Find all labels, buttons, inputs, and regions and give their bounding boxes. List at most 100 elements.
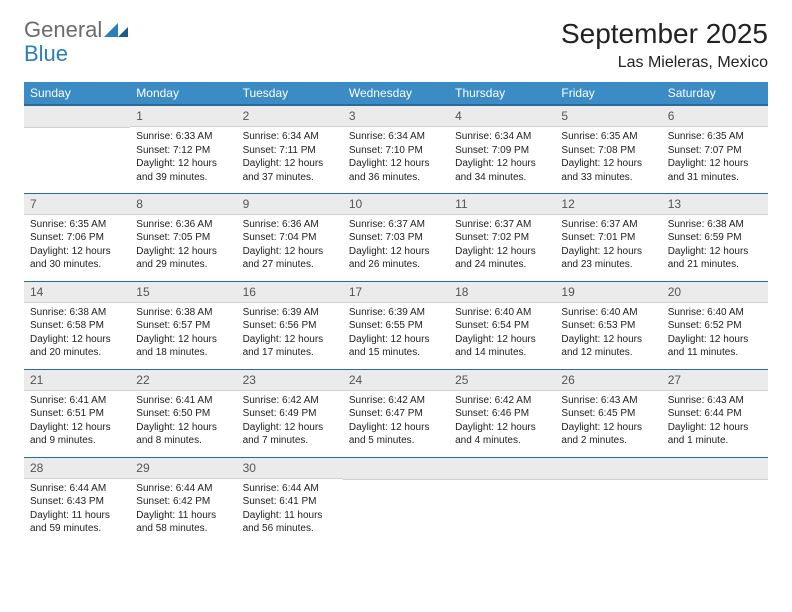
day-header: Wednesday (343, 82, 449, 105)
sunrise-text: Sunrise: 6:34 AM (455, 130, 549, 144)
sunset-text: Sunset: 7:03 PM (349, 231, 443, 245)
daylight-text: Daylight: 12 hours and 15 minutes. (349, 333, 443, 360)
sunrise-text: Sunrise: 6:43 AM (668, 394, 762, 408)
sunset-text: Sunset: 6:47 PM (349, 407, 443, 421)
daylight-text: Daylight: 12 hours and 12 minutes. (561, 333, 655, 360)
day-content: Sunrise: 6:39 AMSunset: 6:56 PMDaylight:… (237, 303, 343, 363)
location: Las Mieleras, Mexico (561, 54, 768, 72)
day-number: 20 (662, 282, 768, 303)
day-number: 25 (449, 370, 555, 391)
sunset-text: Sunset: 7:06 PM (30, 231, 124, 245)
day-number: 24 (343, 370, 449, 391)
day-content: Sunrise: 6:34 AMSunset: 7:09 PMDaylight:… (449, 127, 555, 187)
day-number: 11 (449, 194, 555, 215)
day-header: Saturday (662, 82, 768, 105)
day-cell: 7Sunrise: 6:35 AMSunset: 7:06 PMDaylight… (24, 193, 130, 281)
day-number: 4 (449, 106, 555, 127)
day-number: 10 (343, 194, 449, 215)
day-content: Sunrise: 6:41 AMSunset: 6:51 PMDaylight:… (24, 391, 130, 451)
sunset-text: Sunset: 7:12 PM (136, 144, 230, 158)
day-number: 23 (237, 370, 343, 391)
daylight-text: Daylight: 11 hours and 59 minutes. (30, 509, 124, 536)
sunset-text: Sunset: 6:41 PM (243, 495, 337, 509)
day-cell: 3Sunrise: 6:34 AMSunset: 7:10 PMDaylight… (343, 105, 449, 193)
day-cell: 17Sunrise: 6:39 AMSunset: 6:55 PMDayligh… (343, 281, 449, 369)
sunset-text: Sunset: 6:49 PM (243, 407, 337, 421)
empty-day-number (343, 458, 449, 480)
sunrise-text: Sunrise: 6:36 AM (136, 218, 230, 232)
sunrise-text: Sunrise: 6:37 AM (349, 218, 443, 232)
sunset-text: Sunset: 7:02 PM (455, 231, 549, 245)
daylight-text: Daylight: 12 hours and 21 minutes. (668, 245, 762, 272)
empty-day-number (449, 458, 555, 480)
day-content: Sunrise: 6:38 AMSunset: 6:58 PMDaylight:… (24, 303, 130, 363)
day-content: Sunrise: 6:38 AMSunset: 6:57 PMDaylight:… (130, 303, 236, 363)
daylight-text: Daylight: 12 hours and 37 minutes. (243, 157, 337, 184)
day-content: Sunrise: 6:43 AMSunset: 6:45 PMDaylight:… (555, 391, 661, 451)
daylight-text: Daylight: 12 hours and 11 minutes. (668, 333, 762, 360)
day-number: 15 (130, 282, 236, 303)
day-number: 6 (662, 106, 768, 127)
day-cell: 16Sunrise: 6:39 AMSunset: 6:56 PMDayligh… (237, 281, 343, 369)
day-content: Sunrise: 6:36 AMSunset: 7:04 PMDaylight:… (237, 215, 343, 275)
week-row: 7Sunrise: 6:35 AMSunset: 7:06 PMDaylight… (24, 193, 768, 281)
sunrise-text: Sunrise: 6:44 AM (30, 482, 124, 496)
week-row: 21Sunrise: 6:41 AMSunset: 6:51 PMDayligh… (24, 369, 768, 457)
sunrise-text: Sunrise: 6:39 AM (349, 306, 443, 320)
day-header: Tuesday (237, 82, 343, 105)
sunrise-text: Sunrise: 6:44 AM (243, 482, 337, 496)
day-content: Sunrise: 6:42 AMSunset: 6:46 PMDaylight:… (449, 391, 555, 451)
day-content: Sunrise: 6:43 AMSunset: 6:44 PMDaylight:… (662, 391, 768, 451)
daylight-text: Daylight: 12 hours and 26 minutes. (349, 245, 443, 272)
logo-general: General (24, 17, 102, 42)
day-number: 26 (555, 370, 661, 391)
day-content: Sunrise: 6:35 AMSunset: 7:07 PMDaylight:… (662, 127, 768, 187)
day-number: 22 (130, 370, 236, 391)
day-cell: 11Sunrise: 6:37 AMSunset: 7:02 PMDayligh… (449, 193, 555, 281)
day-header-row: SundayMondayTuesdayWednesdayThursdayFrid… (24, 82, 768, 105)
day-content: Sunrise: 6:44 AMSunset: 6:41 PMDaylight:… (237, 479, 343, 539)
day-cell: 4Sunrise: 6:34 AMSunset: 7:09 PMDaylight… (449, 105, 555, 193)
day-cell: 9Sunrise: 6:36 AMSunset: 7:04 PMDaylight… (237, 193, 343, 281)
daylight-text: Daylight: 12 hours and 8 minutes. (136, 421, 230, 448)
sunset-text: Sunset: 6:59 PM (668, 231, 762, 245)
day-number: 12 (555, 194, 661, 215)
sunset-text: Sunset: 7:09 PM (455, 144, 549, 158)
month-title: September 2025 (561, 18, 768, 50)
day-content: Sunrise: 6:35 AMSunset: 7:08 PMDaylight:… (555, 127, 661, 187)
sunset-text: Sunset: 6:55 PM (349, 319, 443, 333)
day-content: Sunrise: 6:44 AMSunset: 6:43 PMDaylight:… (24, 479, 130, 539)
day-cell: 25Sunrise: 6:42 AMSunset: 6:46 PMDayligh… (449, 369, 555, 457)
daylight-text: Daylight: 12 hours and 14 minutes. (455, 333, 549, 360)
day-header: Friday (555, 82, 661, 105)
daylight-text: Daylight: 12 hours and 2 minutes. (561, 421, 655, 448)
day-content: Sunrise: 6:36 AMSunset: 7:05 PMDaylight:… (130, 215, 236, 275)
sunset-text: Sunset: 7:01 PM (561, 231, 655, 245)
day-cell: 22Sunrise: 6:41 AMSunset: 6:50 PMDayligh… (130, 369, 236, 457)
day-content: Sunrise: 6:41 AMSunset: 6:50 PMDaylight:… (130, 391, 236, 451)
sunrise-text: Sunrise: 6:42 AM (455, 394, 549, 408)
sunrise-text: Sunrise: 6:38 AM (668, 218, 762, 232)
header-right: September 2025 Las Mieleras, Mexico (561, 18, 768, 72)
daylight-text: Daylight: 12 hours and 9 minutes. (30, 421, 124, 448)
day-header: Sunday (24, 82, 130, 105)
daylight-text: Daylight: 12 hours and 23 minutes. (561, 245, 655, 272)
sunset-text: Sunset: 7:11 PM (243, 144, 337, 158)
day-content: Sunrise: 6:40 AMSunset: 6:52 PMDaylight:… (662, 303, 768, 363)
day-cell: 21Sunrise: 6:41 AMSunset: 6:51 PMDayligh… (24, 369, 130, 457)
day-number: 27 (662, 370, 768, 391)
week-row: 28Sunrise: 6:44 AMSunset: 6:43 PMDayligh… (24, 457, 768, 545)
sunset-text: Sunset: 7:10 PM (349, 144, 443, 158)
sunrise-text: Sunrise: 6:38 AM (136, 306, 230, 320)
daylight-text: Daylight: 12 hours and 36 minutes. (349, 157, 443, 184)
daylight-text: Daylight: 12 hours and 1 minute. (668, 421, 762, 448)
day-content: Sunrise: 6:35 AMSunset: 7:06 PMDaylight:… (24, 215, 130, 275)
day-cell: 20Sunrise: 6:40 AMSunset: 6:52 PMDayligh… (662, 281, 768, 369)
daylight-text: Daylight: 12 hours and 4 minutes. (455, 421, 549, 448)
day-content: Sunrise: 6:33 AMSunset: 7:12 PMDaylight:… (130, 127, 236, 187)
day-content: Sunrise: 6:38 AMSunset: 6:59 PMDaylight:… (662, 215, 768, 275)
daylight-text: Daylight: 12 hours and 5 minutes. (349, 421, 443, 448)
logo-triangle-icon (104, 24, 128, 41)
daylight-text: Daylight: 12 hours and 17 minutes. (243, 333, 337, 360)
day-number: 16 (237, 282, 343, 303)
